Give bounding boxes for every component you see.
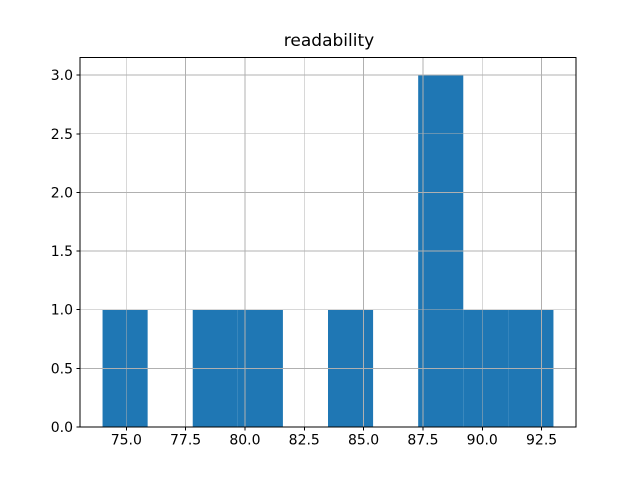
axes-layer xyxy=(79,57,577,428)
y-tick-label: 2.5 xyxy=(51,127,73,143)
y-tick-label: 1.5 xyxy=(51,244,73,260)
x-tick-label: 92.5 xyxy=(526,433,557,449)
x-tick-label: 90.0 xyxy=(467,433,498,449)
x-tick-label: 82.5 xyxy=(289,433,320,449)
x-tick-label: 85.0 xyxy=(348,433,379,449)
y-tick-label: 1.0 xyxy=(51,303,73,319)
tick-labels-layer: 75.0 77.5 80.0 82.5 85.0 87.5 90.0 92.5 0.0 0.5 1.… xyxy=(51,68,557,448)
y-tick-label: 2.0 xyxy=(51,185,73,201)
y-tick-label: 3.0 xyxy=(51,68,73,84)
x-tick-label: 87.5 xyxy=(407,433,438,449)
chart-title: readability xyxy=(283,31,375,51)
y-tick-label: 0.5 xyxy=(51,361,73,377)
x-tick-label: 80.0 xyxy=(229,433,260,449)
x-tick-label: 75.0 xyxy=(111,433,142,449)
grid-layer xyxy=(80,57,576,428)
ticks-layer xyxy=(76,74,543,431)
axes-spines xyxy=(79,57,577,428)
y-tick-label: 0.0 xyxy=(51,420,73,436)
x-tick-label: 77.5 xyxy=(170,433,201,449)
